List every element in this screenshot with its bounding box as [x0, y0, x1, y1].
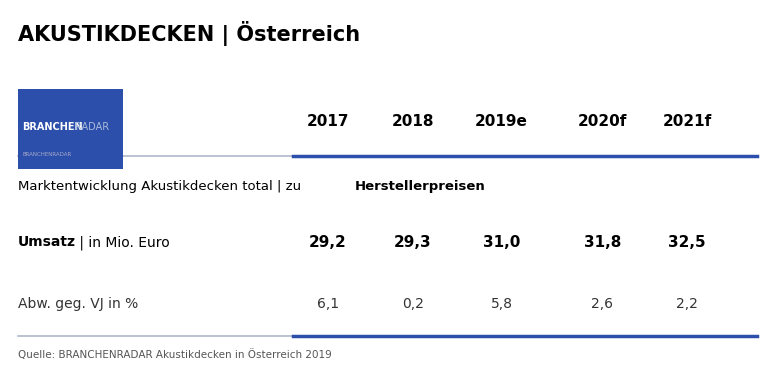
Text: 2018: 2018	[392, 114, 434, 129]
Text: 0,2: 0,2	[402, 297, 424, 311]
Text: 2017: 2017	[306, 114, 349, 129]
Text: BRANCHEN: BRANCHEN	[22, 122, 83, 132]
Text: 2020f: 2020f	[577, 114, 627, 129]
Text: 6,1: 6,1	[316, 297, 339, 311]
Text: Quelle: BRANCHENRADAR Akustikdecken in Österreich 2019: Quelle: BRANCHENRADAR Akustikdecken in Ö…	[18, 349, 332, 360]
Text: 31,8: 31,8	[583, 235, 621, 250]
Text: 29,3: 29,3	[394, 235, 432, 250]
Text: BRANCHENRADAR: BRANCHENRADAR	[22, 152, 72, 157]
Text: 31,0: 31,0	[483, 235, 520, 250]
Text: 2,6: 2,6	[591, 297, 613, 311]
Text: AKUSTIKDECKEN | Österreich: AKUSTIKDECKEN | Österreich	[18, 21, 361, 46]
Text: 5,8: 5,8	[491, 297, 513, 311]
FancyBboxPatch shape	[18, 89, 122, 169]
Text: Marktentwicklung Akustikdecken total | zu: Marktentwicklung Akustikdecken total | z…	[18, 180, 305, 193]
Text: 2,2: 2,2	[676, 297, 698, 311]
Text: Umsatz: Umsatz	[18, 235, 76, 250]
Text: 2019e: 2019e	[475, 114, 528, 129]
Text: Herstellerpreisen: Herstellerpreisen	[354, 180, 485, 193]
Text: | in Mio. Euro: | in Mio. Euro	[75, 235, 170, 250]
Text: 32,5: 32,5	[668, 235, 706, 250]
Text: Abw. geg. VJ in %: Abw. geg. VJ in %	[18, 297, 139, 311]
Text: RADAR: RADAR	[75, 122, 109, 132]
Text: 2021f: 2021f	[663, 114, 712, 129]
Text: 29,2: 29,2	[308, 235, 347, 250]
